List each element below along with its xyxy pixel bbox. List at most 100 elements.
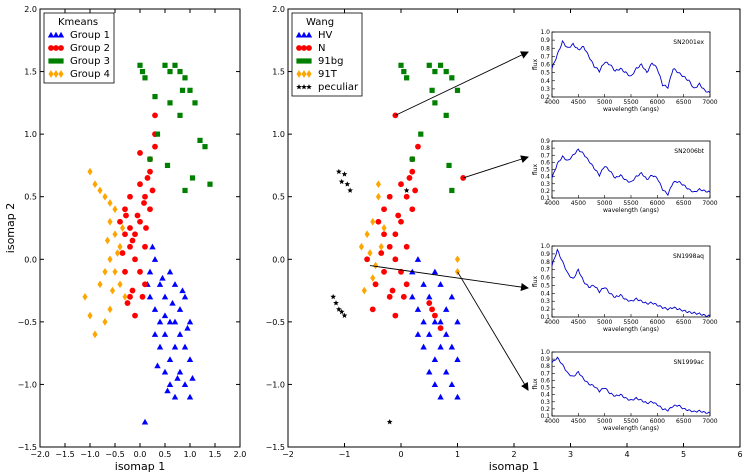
data-point — [161, 293, 169, 300]
data-point — [142, 75, 148, 81]
inset-plot-area — [551, 140, 711, 199]
data-point — [341, 312, 348, 319]
data-point — [172, 62, 178, 68]
data-point — [123, 212, 129, 219]
data-point — [142, 281, 148, 288]
inset-x-tick-label: 4000 — [544, 319, 559, 326]
data-point — [109, 286, 116, 295]
inset-x-tick-label: 6500 — [676, 319, 691, 326]
x-tick-label: 6 — [737, 450, 742, 459]
data-point — [181, 381, 189, 387]
inset-y-label: flux — [532, 275, 539, 287]
inset-y-tick-label: 0.1 — [540, 195, 550, 202]
inset-y-tick-label: 0.3 — [540, 86, 550, 93]
inset-y-tick-label: 0.3 — [540, 399, 550, 406]
legend-marker — [296, 45, 302, 51]
data-point — [141, 418, 149, 425]
data-point — [186, 318, 194, 325]
data-point — [432, 100, 438, 106]
data-point — [117, 242, 123, 251]
legend-entry: 91T — [318, 69, 338, 80]
data-point — [151, 331, 159, 337]
data-point — [386, 293, 393, 300]
spectrum-line — [551, 356, 711, 414]
data-point — [333, 300, 339, 306]
data-point — [341, 171, 348, 177]
legend-marker — [57, 31, 65, 38]
data-point — [426, 293, 433, 300]
data-point — [176, 368, 184, 375]
inset-x-tick-label: 7000 — [702, 200, 717, 207]
legend-marker — [296, 70, 302, 78]
y-tick-label: 1.0 — [272, 130, 285, 139]
legend-marker — [58, 45, 64, 51]
data-point — [381, 231, 387, 238]
data-point — [361, 286, 367, 295]
data-point — [437, 318, 444, 325]
legend-marker — [306, 84, 312, 90]
inset-x-tick-label: 5500 — [623, 418, 638, 425]
inset-y-tick-label: 0.6 — [540, 159, 550, 166]
inset-y-tick-label: 1.0 — [540, 29, 550, 36]
data-point — [398, 181, 404, 188]
inset-x-tick-label: 4500 — [571, 99, 586, 106]
data-point — [412, 187, 419, 194]
data-point — [144, 175, 151, 181]
inset-x-tick-label: 4000 — [544, 200, 559, 207]
data-point — [443, 68, 449, 75]
data-point — [143, 225, 149, 231]
inset-y-tick-label: 0.8 — [540, 145, 550, 152]
legend-entry: Group 4 — [70, 69, 110, 80]
data-point — [403, 243, 410, 250]
data-point — [149, 243, 156, 250]
data-point — [176, 306, 184, 312]
inset-y-tick-label: 0.9 — [540, 251, 550, 258]
spectrum-line — [551, 248, 711, 317]
y-tick-label: −0.5 — [18, 318, 37, 327]
data-point — [179, 287, 186, 294]
spectrum-inset-3: 4000 4500 5000 5500 6000 6500 7000 0.10.20.30.4… — [532, 243, 718, 333]
data-point — [426, 62, 432, 68]
inset-sn-label: SN1999ac — [673, 359, 704, 366]
data-point — [420, 343, 427, 350]
data-point — [364, 230, 370, 239]
series-group-3 — [137, 62, 213, 194]
data-point — [429, 306, 435, 313]
data-point — [107, 255, 113, 264]
data-point — [409, 206, 416, 213]
inset-y-tick-label: 0.3 — [540, 181, 550, 188]
data-point — [166, 381, 174, 387]
data-point — [381, 268, 387, 275]
data-point — [454, 87, 461, 93]
series-group-4 — [82, 167, 128, 339]
legend-title: Kmeans — [58, 17, 98, 28]
data-point — [159, 274, 166, 281]
inset-y-tick-label: 0.6 — [540, 377, 550, 384]
data-point — [448, 293, 456, 300]
data-point — [134, 212, 141, 219]
y-tick-label: 0.0 — [24, 255, 37, 264]
series-group-2 — [117, 112, 158, 319]
data-point — [174, 374, 181, 381]
data-point — [431, 318, 439, 325]
data-point — [449, 75, 455, 81]
data-point — [117, 280, 123, 289]
y-tick-label: −0.5 — [266, 318, 285, 327]
legend-marker — [47, 31, 55, 38]
data-point — [162, 62, 168, 68]
data-point — [171, 281, 179, 287]
data-point — [392, 231, 399, 238]
data-point — [164, 162, 171, 169]
y-tick-label: 1.5 — [24, 68, 37, 77]
legend-marker — [300, 31, 308, 38]
x-tick-label: −0.5 — [105, 450, 124, 459]
inset-sn-label: SN2006bt — [674, 148, 704, 155]
data-point — [127, 193, 133, 200]
inset-y-tick-label: 0.9 — [540, 37, 550, 44]
data-point — [448, 343, 456, 350]
data-point — [156, 343, 164, 350]
y-tick-label: −1.0 — [18, 380, 37, 389]
data-point — [154, 362, 161, 369]
data-point — [432, 68, 438, 75]
